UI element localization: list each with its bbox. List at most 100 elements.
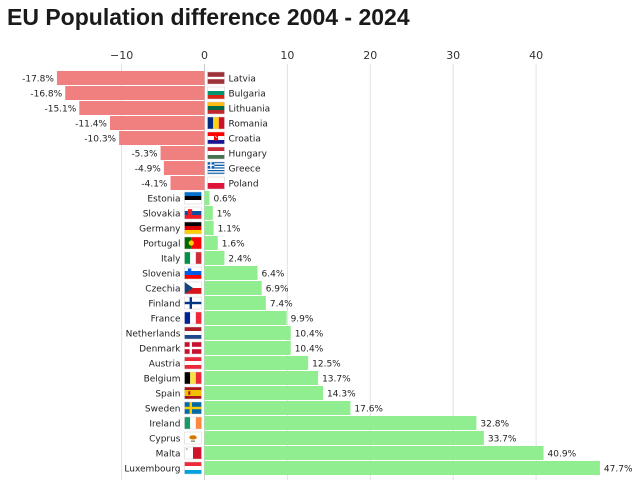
category-label: Croatia xyxy=(229,135,261,145)
category-label: Malta xyxy=(156,450,181,460)
czechia-flag-icon xyxy=(184,281,202,295)
bar-slovakia xyxy=(204,206,213,220)
category-label: Greece xyxy=(229,165,261,175)
romania-flag-icon xyxy=(207,116,225,130)
category-label: Ireland xyxy=(149,420,180,430)
value-label: 14.3% xyxy=(327,390,356,400)
value-label: 1% xyxy=(217,210,232,220)
netherlands-flag-icon xyxy=(184,326,202,340)
bar-greece xyxy=(163,161,205,175)
bar-czechia xyxy=(204,281,262,295)
category-label: Netherlands xyxy=(126,330,181,340)
value-label: 33.7% xyxy=(488,435,517,445)
bar-finland xyxy=(204,296,266,310)
value-label: -17.8% xyxy=(22,75,54,85)
portugal-flag-icon xyxy=(184,236,202,250)
x-tick-label: 10 xyxy=(280,49,294,62)
bar-bulgaria xyxy=(65,86,205,100)
luxembourg-flag-icon xyxy=(184,461,202,475)
value-label: 10.4% xyxy=(295,345,324,355)
croatia-flag-icon xyxy=(207,131,225,145)
latvia-flag-icon xyxy=(207,71,225,85)
malta-flag-icon xyxy=(184,446,202,460)
category-label: Estonia xyxy=(147,195,180,205)
poland-flag-icon xyxy=(207,176,225,190)
value-label: -10.3% xyxy=(84,135,116,145)
category-label: Slovenia xyxy=(142,270,180,280)
france-flag-icon xyxy=(184,311,202,325)
bar-denmark xyxy=(204,341,291,355)
x-tick-label: 20 xyxy=(363,49,377,62)
category-label: Italy xyxy=(161,255,181,265)
sweden-flag-icon xyxy=(184,401,202,415)
bar-poland xyxy=(170,176,205,190)
value-label: -15.1% xyxy=(44,105,76,115)
category-label: Denmark xyxy=(139,345,181,355)
x-tick-label: 30 xyxy=(446,49,460,62)
category-label: Hungary xyxy=(229,150,268,160)
germany-flag-icon xyxy=(184,221,202,235)
greece-flag-icon xyxy=(207,161,225,175)
x-tick-label: −10 xyxy=(110,49,133,62)
category-label: Cyprus xyxy=(149,435,181,445)
x-tick-label: 0 xyxy=(201,49,208,62)
bar-germany xyxy=(204,221,214,235)
bar-lithuania xyxy=(79,101,205,115)
x-tick-label: 40 xyxy=(529,49,543,62)
bar-netherlands xyxy=(204,326,291,340)
value-label: 13.7% xyxy=(322,375,351,385)
bar-hungary xyxy=(160,146,205,160)
bar-austria xyxy=(204,356,309,370)
bar-romania xyxy=(109,116,205,130)
bar-malta xyxy=(204,446,544,460)
denmark-flag-icon xyxy=(184,341,202,355)
value-label: 1.6% xyxy=(222,240,245,250)
category-label: Austria xyxy=(149,360,181,370)
category-label: Romania xyxy=(229,120,268,130)
bar-sweden xyxy=(204,401,351,415)
value-label: 12.5% xyxy=(312,360,341,370)
value-label: 6.9% xyxy=(266,285,289,295)
value-label: -4.1% xyxy=(141,180,168,190)
category-label: France xyxy=(151,315,181,325)
bar-latvia xyxy=(56,71,205,85)
value-label: 0.6% xyxy=(213,195,236,205)
value-label: -4.9% xyxy=(135,165,162,175)
value-label: 17.6% xyxy=(354,405,383,415)
bar-italy xyxy=(204,251,225,265)
bar-croatia xyxy=(119,131,205,145)
value-label: 47.7% xyxy=(604,465,633,475)
category-label: Luxembourg xyxy=(124,465,180,475)
category-label: Poland xyxy=(229,180,259,190)
category-label: Finland xyxy=(148,300,180,310)
bar-france xyxy=(204,311,287,325)
bar-estonia xyxy=(204,191,210,205)
lithuania-flag-icon xyxy=(207,101,225,115)
belgium-flag-icon xyxy=(184,371,202,385)
value-label: 32.8% xyxy=(480,420,509,430)
cyprus-flag-icon xyxy=(184,431,202,445)
bar-spain xyxy=(204,386,324,400)
value-label: 2.4% xyxy=(228,255,251,265)
value-label: 10.4% xyxy=(295,330,324,340)
chart-title: EU Population difference 2004 - 2024 xyxy=(7,4,410,30)
category-label: Sweden xyxy=(145,405,181,415)
value-label: 40.9% xyxy=(548,450,577,460)
category-label: Lithuania xyxy=(229,105,271,115)
slovenia-flag-icon xyxy=(184,266,202,280)
category-label: Spain xyxy=(155,390,180,400)
value-label: 7.4% xyxy=(270,300,293,310)
category-label: Belgium xyxy=(144,375,181,385)
bar-ireland xyxy=(204,416,477,430)
austria-flag-icon xyxy=(184,356,202,370)
value-label: -16.8% xyxy=(30,90,62,100)
value-label: -5.3% xyxy=(131,150,158,160)
estonia-flag-icon xyxy=(184,191,202,205)
category-label: Czechia xyxy=(145,285,180,295)
category-label: Germany xyxy=(139,225,181,235)
bar-belgium xyxy=(204,371,319,385)
value-label: 6.4% xyxy=(262,270,285,280)
value-label: 9.9% xyxy=(291,315,314,325)
slovakia-flag-icon xyxy=(184,206,202,220)
ireland-flag-icon xyxy=(184,416,202,430)
